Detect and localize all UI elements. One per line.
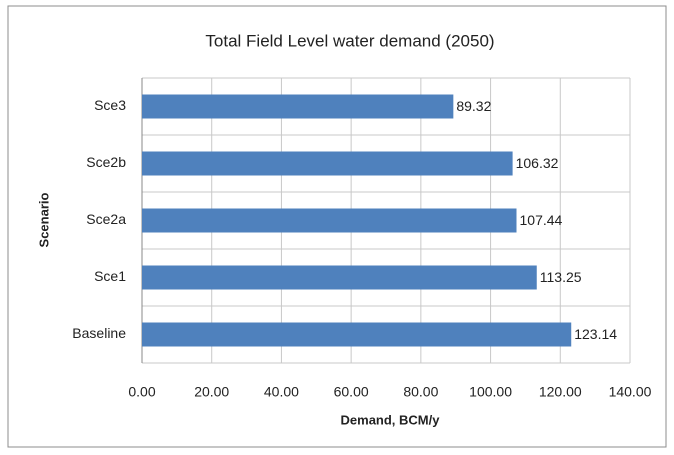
y-tick-label: Sce2a <box>86 211 126 227</box>
value-label: 89.32 <box>456 98 491 114</box>
y-tick-label: Sce1 <box>94 268 126 284</box>
x-tick-label: 20.00 <box>194 384 229 400</box>
bar <box>142 208 517 233</box>
x-tick-label: 80.00 <box>403 384 438 400</box>
chart-title: Total Field Level water demand (2050) <box>205 31 494 50</box>
value-label: 123.14 <box>574 326 617 342</box>
value-label: 113.25 <box>540 269 582 285</box>
x-tick-label: 120.00 <box>539 384 582 400</box>
bar <box>142 265 537 290</box>
bar <box>142 322 572 347</box>
y-tick-label: Baseline <box>72 325 126 341</box>
x-tick-label: 60.00 <box>334 384 369 400</box>
bar <box>142 94 454 119</box>
y-tick-label: Sce3 <box>94 97 126 113</box>
y-axis-label: Scenario <box>36 192 51 247</box>
y-tick-label: Sce2b <box>86 154 126 170</box>
value-label: 107.44 <box>520 212 563 228</box>
x-axis-label: Demand, BCM/y <box>341 412 441 427</box>
bar <box>142 151 513 176</box>
x-tick-label: 0.00 <box>128 384 155 400</box>
x-tick-label: 140.00 <box>609 384 652 400</box>
x-tick-label: 40.00 <box>264 384 299 400</box>
value-label: 106.32 <box>516 155 559 171</box>
x-tick-label: 100.00 <box>469 384 512 400</box>
